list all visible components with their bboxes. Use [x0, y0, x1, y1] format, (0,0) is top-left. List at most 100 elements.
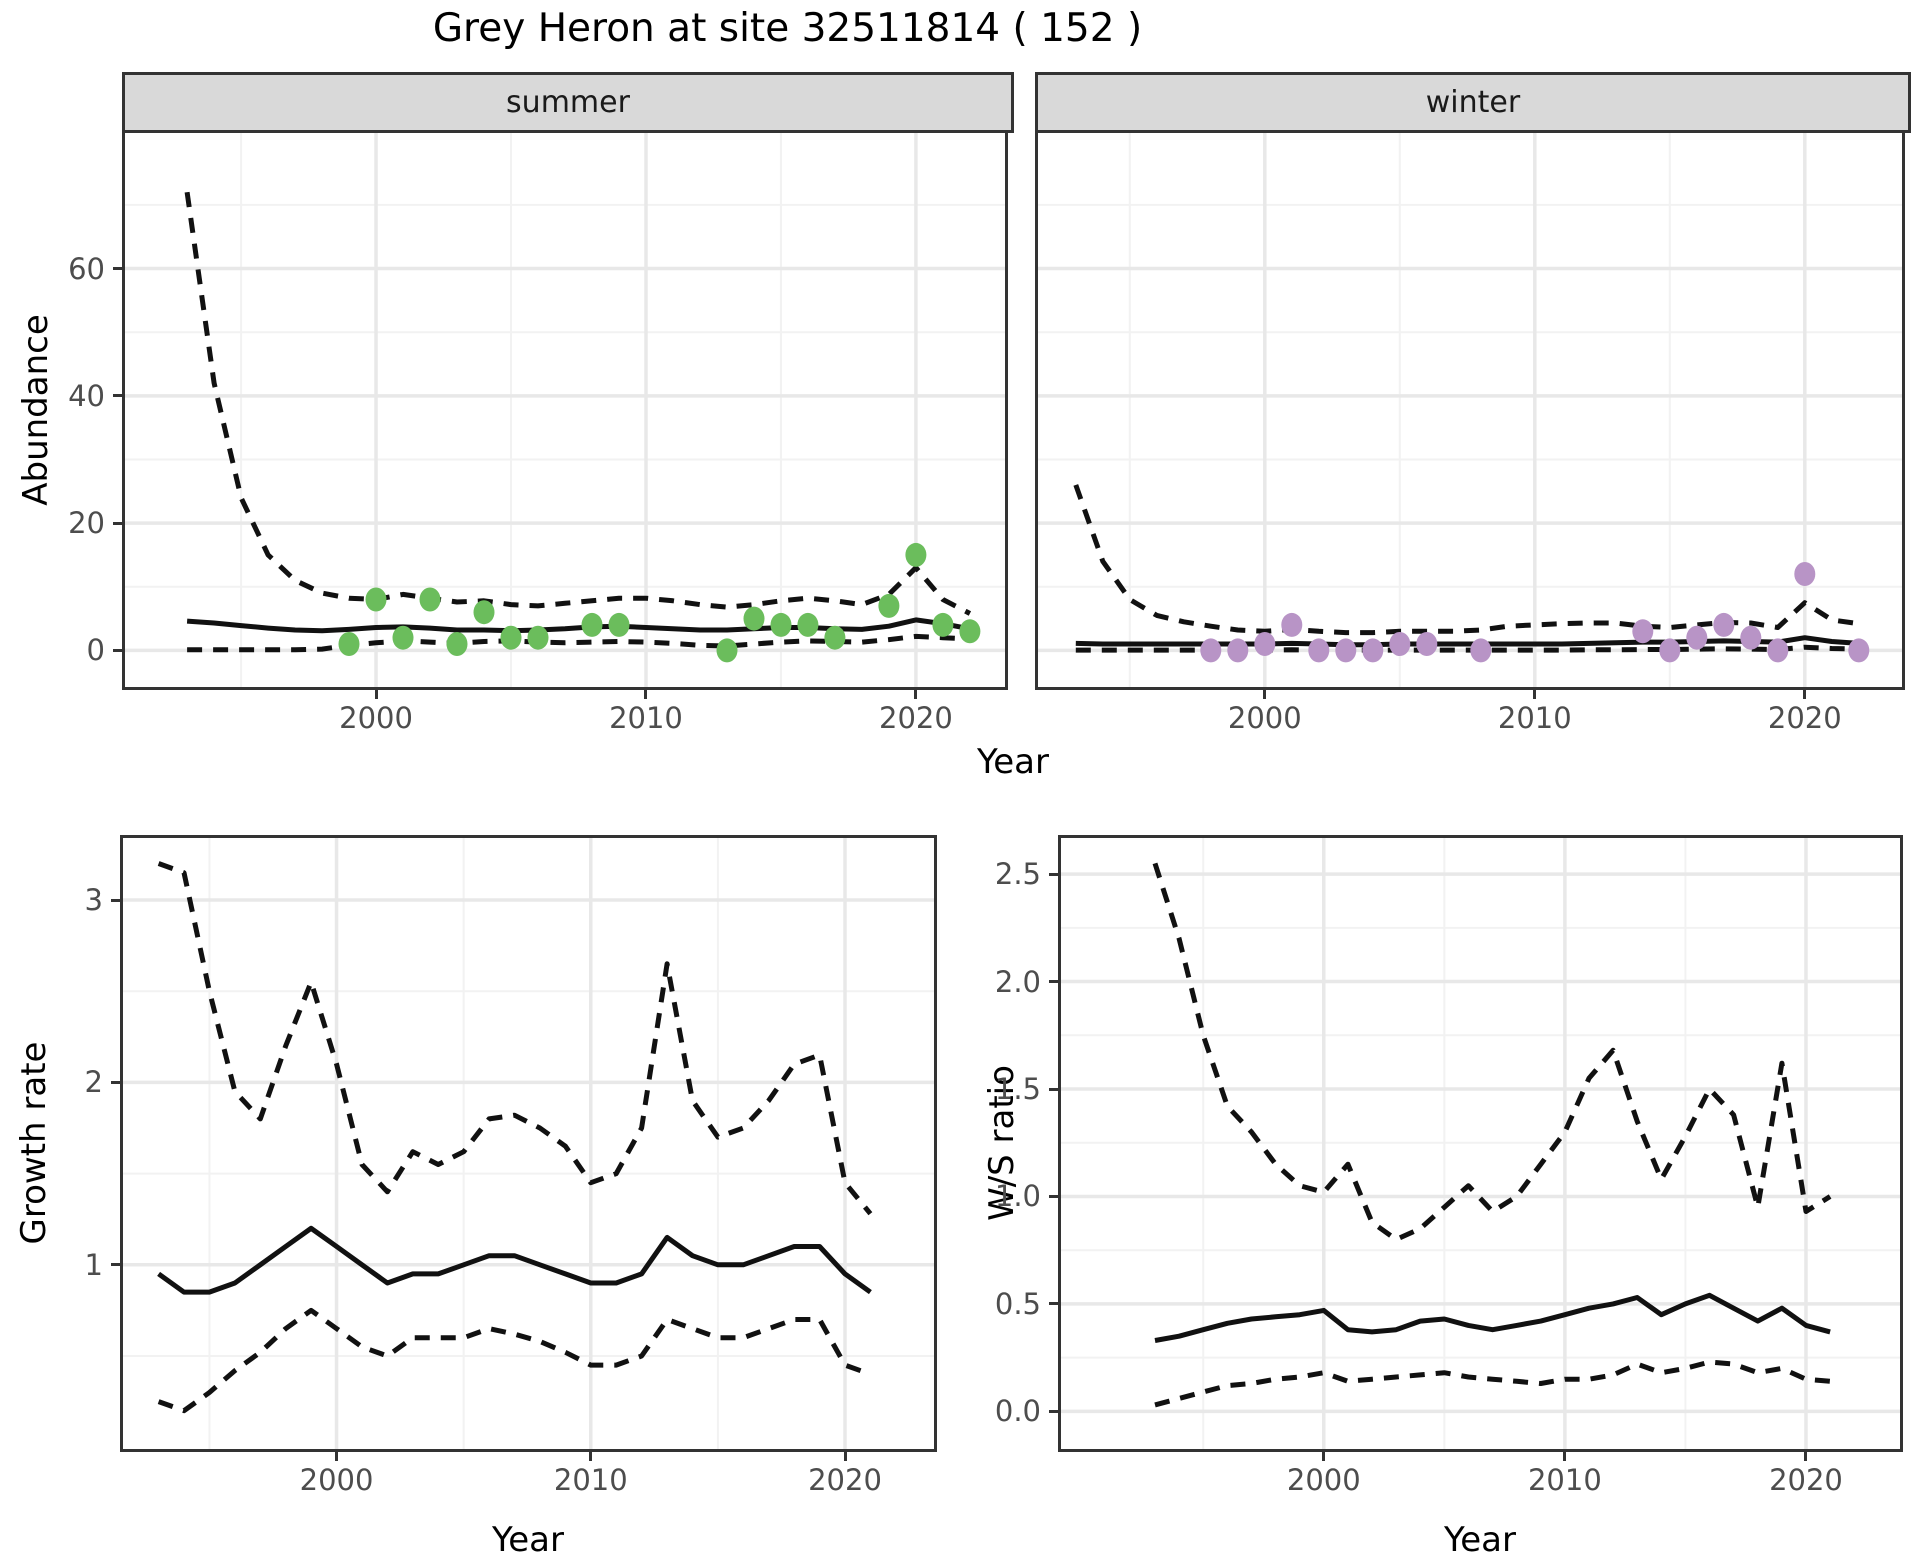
facet-strip-winter-label: winter: [1425, 85, 1521, 120]
x-tick-mark: [1263, 690, 1267, 699]
y-tick-mark: [111, 1080, 120, 1084]
gridlines-major: [1038, 133, 1902, 687]
x-tick-mark: [374, 690, 378, 699]
data-points: [1200, 562, 1870, 663]
gridlines-minor: [125, 133, 1005, 687]
data-point: [581, 612, 603, 637]
x-tick-mark: [914, 690, 918, 699]
x-tick-label: 2010: [1497, 701, 1572, 735]
y-tick-label: 0.0: [994, 1394, 1041, 1429]
data-point: [338, 632, 360, 656]
x-tick-label: 2000: [1227, 701, 1302, 735]
y-tick-mark: [113, 394, 122, 398]
y-tick-label: 3: [84, 883, 103, 917]
x-tick-label: 2010: [1527, 1463, 1602, 1497]
data-point: [473, 600, 495, 625]
x-tick-label: 2010: [553, 1463, 628, 1497]
lower_ci-line: [1154, 1359, 1831, 1408]
data-point: [716, 638, 738, 663]
chart-svg-ws-ratio: [1061, 838, 1900, 1449]
x-tick-mark: [1804, 1452, 1808, 1461]
gridlines-minor: [1061, 838, 1900, 1449]
x-tick-mark: [843, 1452, 847, 1461]
gridlines-minor: [1038, 133, 1902, 687]
data-point: [1416, 632, 1438, 656]
upper_ci-line: [184, 191, 972, 616]
gridlines-major: [1061, 838, 1900, 1449]
data-point: [1740, 625, 1762, 650]
data-point: [392, 625, 414, 650]
y-tick-mark: [1049, 1087, 1058, 1091]
x-tick-label: 2000: [339, 701, 413, 735]
y-tick-mark: [1049, 1194, 1058, 1198]
data-point: [743, 606, 765, 631]
x-axis-title-growth: Year: [492, 1520, 564, 1560]
data-point: [1470, 638, 1492, 663]
x-tick-label: 2020: [879, 701, 953, 735]
data-point: [1200, 638, 1222, 663]
data-point: [770, 612, 792, 637]
x-axis-title-top: Year: [977, 742, 1049, 782]
median-line: [186, 617, 971, 634]
chart-svg-growth-rate: [123, 838, 934, 1449]
data-point: [1767, 638, 1789, 663]
data-point: [1713, 612, 1735, 637]
data-point: [1794, 562, 1816, 586]
data-point: [1308, 638, 1330, 663]
panel-abundance-summer: [122, 130, 1008, 690]
data-points: [338, 542, 981, 663]
figure-title: Grey Heron at site 32511814 ( 152 ): [432, 6, 1143, 51]
upper_ci-line: [1152, 862, 1832, 1242]
data-point: [1254, 632, 1276, 656]
data-point: [500, 625, 522, 650]
median-line: [157, 1225, 872, 1295]
data-point: [1632, 619, 1654, 644]
y-tick-label: 2.0: [994, 964, 1041, 999]
chart-svg-abundance-winter: [1038, 133, 1902, 687]
data-point: [824, 625, 846, 650]
data-point: [1281, 612, 1303, 637]
y-tick-mark: [1049, 872, 1058, 876]
data-point: [1227, 638, 1249, 663]
y-tick-label: 0: [86, 633, 105, 668]
upper_ci-line: [157, 861, 873, 1216]
y-tick-label: 0.5: [994, 1286, 1041, 1321]
panel-growth-rate: [120, 835, 937, 1452]
x-axis-title-ws: Year: [1444, 1520, 1516, 1560]
data-point: [905, 542, 927, 567]
data-point: [608, 612, 630, 637]
gridlines-major: [123, 838, 934, 1449]
y-tick-mark: [1049, 1302, 1058, 1306]
x-tick-label: 2010: [609, 701, 683, 735]
data-point: [797, 612, 819, 637]
x-tick-mark: [1803, 690, 1807, 699]
data-point: [446, 632, 468, 656]
data-point: [1335, 638, 1357, 663]
median-line: [1154, 1292, 1831, 1343]
x-tick-mark: [644, 690, 648, 699]
facet-strip-summer: summer: [122, 72, 1014, 133]
x-tick-label: 2020: [1767, 701, 1842, 735]
y-tick-mark: [111, 1263, 120, 1267]
y-tick-label: 40: [68, 378, 105, 413]
data-point: [1362, 638, 1384, 663]
chart-svg-abundance-summer: [125, 133, 1005, 687]
data-point: [419, 587, 441, 612]
data-point: [878, 593, 900, 618]
y-tick-label: 1: [84, 1247, 103, 1282]
data-point: [1389, 632, 1411, 656]
y-tick-mark: [111, 898, 120, 902]
gridlines-minor: [123, 838, 934, 1449]
lower_ci-line: [157, 1307, 872, 1414]
facet-strip-summer-label: summer: [506, 85, 630, 120]
facet-strip-winter: winter: [1035, 72, 1911, 133]
data-point: [959, 619, 981, 644]
panel-ws-ratio: [1058, 835, 1903, 1452]
x-tick-mark: [1563, 1452, 1567, 1461]
y-tick-mark: [1049, 980, 1058, 984]
data-point: [1686, 625, 1708, 650]
x-tick-mark: [1322, 1452, 1326, 1461]
data-point: [1848, 638, 1870, 663]
data-point: [365, 587, 387, 612]
